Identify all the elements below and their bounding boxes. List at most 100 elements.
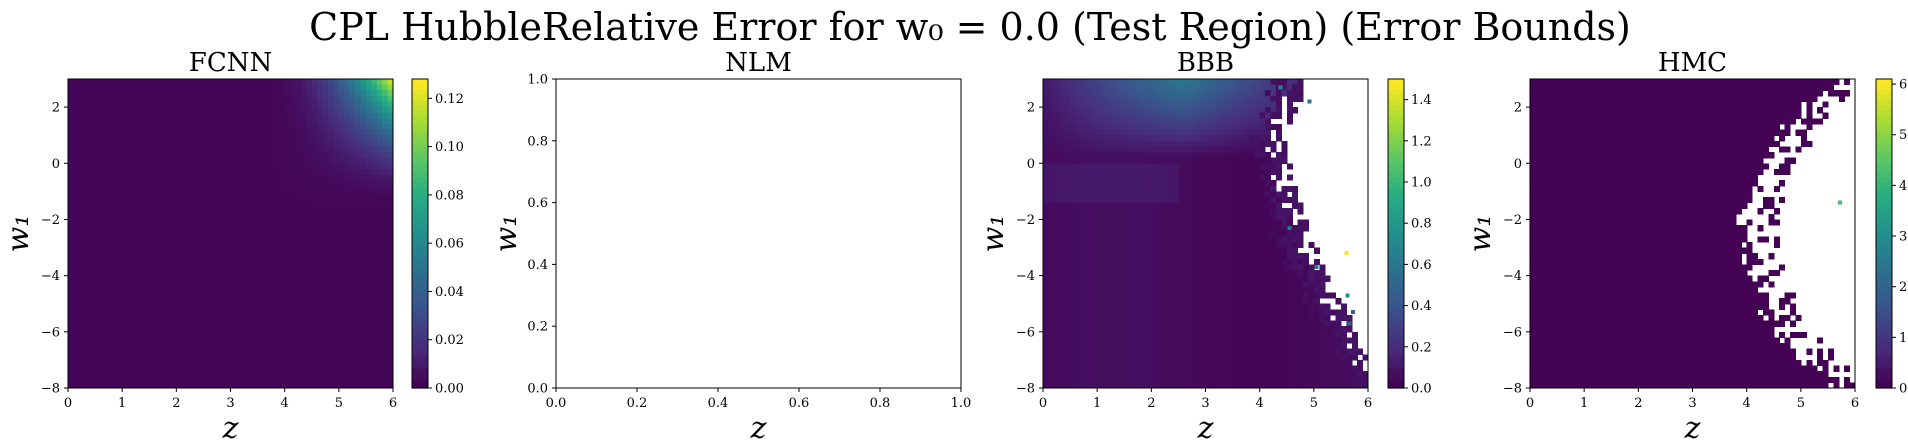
heatmap-cell bbox=[203, 286, 210, 294]
heatmap-cell bbox=[208, 191, 215, 198]
heatmap-cell bbox=[1048, 292, 1055, 299]
heatmap-cell bbox=[371, 376, 378, 383]
heatmap-cell bbox=[338, 157, 345, 164]
heatmap-cell bbox=[311, 230, 318, 237]
heatmap-cell bbox=[344, 286, 351, 294]
heatmap-cell bbox=[344, 208, 351, 215]
heatmap-cell bbox=[1043, 225, 1050, 232]
heatmap-cell bbox=[338, 337, 345, 344]
heatmap-cell bbox=[1080, 219, 1087, 226]
heatmap-cell bbox=[230, 247, 237, 254]
heatmap-cell bbox=[235, 258, 242, 265]
heatmap-cell bbox=[365, 90, 372, 97]
heatmap-cell bbox=[1091, 348, 1098, 355]
heatmap-cell bbox=[328, 241, 335, 249]
heatmap-cell bbox=[1091, 314, 1098, 322]
heatmap-cell bbox=[1075, 112, 1082, 119]
heatmap-cell bbox=[225, 337, 232, 344]
heatmap-cell bbox=[1140, 331, 1147, 339]
heatmap-cell bbox=[1156, 320, 1163, 327]
heatmap-cell bbox=[73, 241, 80, 249]
heatmap-cell bbox=[100, 90, 107, 97]
heatmap-cell bbox=[1156, 382, 1163, 389]
heatmap-cell bbox=[311, 281, 318, 288]
heatmap-cell bbox=[257, 185, 264, 192]
heatmap-cell bbox=[1102, 213, 1109, 221]
heatmap-cell bbox=[203, 382, 210, 389]
heatmap-cell bbox=[1070, 376, 1077, 383]
heatmap-cell bbox=[1129, 208, 1136, 215]
heatmap-cell bbox=[1086, 135, 1093, 142]
heatmap-cell bbox=[355, 247, 362, 254]
heatmap-cell bbox=[192, 101, 199, 108]
heatmap-cell bbox=[371, 275, 378, 282]
heatmap-cell bbox=[170, 258, 177, 265]
heatmap-cell bbox=[1140, 135, 1147, 142]
heatmap-cell bbox=[235, 264, 242, 271]
x-tick-label: 1.0 bbox=[951, 396, 972, 411]
heatmap-cell bbox=[116, 135, 123, 142]
heatmap-cell bbox=[235, 382, 242, 389]
colorbar-step bbox=[412, 166, 428, 173]
heatmap-cell bbox=[160, 371, 167, 378]
heatmap-cell bbox=[355, 118, 362, 125]
heatmap-cell bbox=[95, 202, 102, 209]
heatmap-cell bbox=[241, 185, 248, 192]
heatmap-cell bbox=[317, 140, 324, 148]
heatmap-cell bbox=[1075, 84, 1082, 91]
heatmap-cell bbox=[84, 191, 91, 198]
heatmap-cell bbox=[176, 185, 183, 192]
heatmap-cell bbox=[1145, 309, 1152, 316]
heatmap-cell bbox=[1124, 337, 1131, 344]
heatmap-cell bbox=[105, 112, 112, 119]
x-tick-label: 6 bbox=[389, 396, 397, 411]
heatmap-cell bbox=[355, 140, 362, 148]
heatmap-cell bbox=[376, 314, 383, 322]
heatmap-cell bbox=[1151, 359, 1158, 367]
heatmap-cell bbox=[273, 118, 280, 125]
heatmap-cell bbox=[284, 298, 291, 305]
heatmap-cell bbox=[333, 376, 340, 383]
heatmap-cell bbox=[360, 371, 367, 378]
heatmap-cell bbox=[1178, 123, 1185, 131]
heatmap-cell bbox=[344, 196, 351, 204]
heatmap-cell bbox=[187, 107, 194, 114]
heatmap-cell bbox=[1156, 196, 1163, 204]
heatmap-cell bbox=[344, 303, 351, 310]
heatmap-cell bbox=[1053, 180, 1060, 187]
heatmap-cell bbox=[371, 303, 378, 310]
heatmap-cell bbox=[78, 253, 85, 260]
heatmap-cell bbox=[165, 196, 172, 204]
heatmap-cell bbox=[317, 230, 324, 237]
heatmap-cell bbox=[1178, 298, 1185, 305]
heatmap-cell bbox=[1086, 365, 1093, 372]
heatmap-cell bbox=[1043, 101, 1050, 108]
heatmap-cell bbox=[1080, 309, 1087, 316]
heatmap-cell bbox=[127, 359, 134, 367]
heatmap-cell bbox=[1059, 219, 1066, 226]
heatmap-cell bbox=[187, 292, 194, 299]
heatmap-cell bbox=[257, 286, 264, 294]
heatmap-cell bbox=[1053, 225, 1060, 232]
heatmap-cell bbox=[1075, 168, 1082, 176]
heatmap-cell bbox=[1064, 225, 1071, 232]
heatmap-cell bbox=[1075, 343, 1082, 350]
heatmap-cell bbox=[208, 359, 215, 367]
colorbar-step bbox=[412, 84, 428, 90]
heatmap-cell bbox=[333, 219, 340, 226]
heatmap-cell bbox=[1167, 236, 1174, 243]
heatmap-cell bbox=[387, 101, 394, 108]
heatmap-cell bbox=[192, 247, 199, 254]
heatmap-cell bbox=[68, 264, 75, 271]
heatmap-cell bbox=[1102, 101, 1109, 108]
heatmap-cell bbox=[1189, 270, 1196, 277]
heatmap-cell bbox=[1097, 196, 1104, 204]
heatmap-cell bbox=[1124, 208, 1131, 215]
heatmap-cell bbox=[295, 168, 302, 176]
heatmap-cell bbox=[1059, 95, 1066, 103]
heatmap-cell bbox=[1108, 118, 1115, 125]
heatmap-cell bbox=[1053, 112, 1060, 119]
heatmap-cell bbox=[1059, 281, 1066, 288]
heatmap-cell bbox=[176, 152, 183, 159]
heatmap-cell bbox=[187, 270, 194, 277]
